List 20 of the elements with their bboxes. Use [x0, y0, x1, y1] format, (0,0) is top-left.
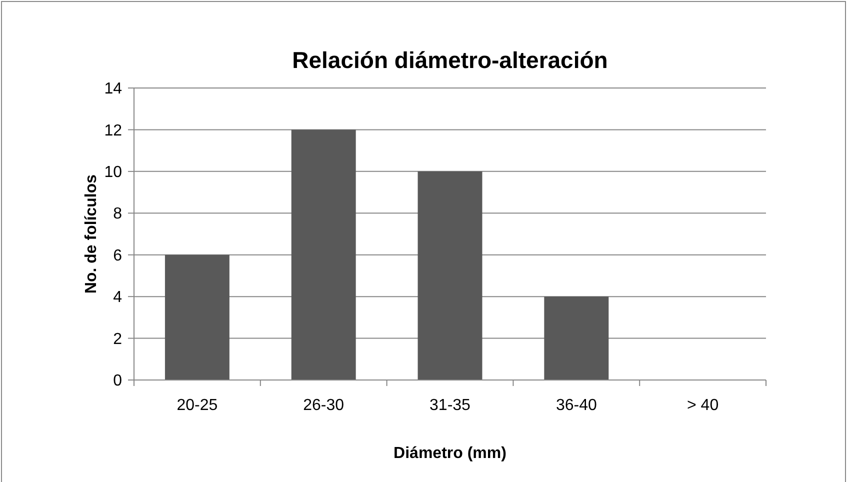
bar: [164, 254, 230, 380]
chart-title: Relación diámetro-alteración: [292, 47, 608, 73]
bar: [544, 296, 609, 380]
x-tick-label: 26-30: [303, 397, 344, 414]
y-tick-label: 2: [113, 330, 122, 348]
y-tick-label: 10: [104, 164, 122, 182]
y-tick-label: 8: [113, 206, 122, 223]
y-tick-label: 0: [113, 372, 122, 390]
x-tick-label: 31-35: [430, 397, 471, 414]
x-tick-label: > 40: [687, 397, 719, 414]
y-tick-label: 14: [104, 80, 122, 98]
y-tick-label: 4: [113, 289, 122, 306]
x-axis-title: Diámetro (mm): [394, 445, 506, 462]
x-tick-label: 36-40: [556, 397, 597, 414]
y-tick-label: 6: [113, 247, 122, 264]
y-axis-title: No. de folículos: [83, 174, 100, 294]
x-tick-label: 20-25: [176, 397, 218, 414]
y-tick-label: 12: [104, 122, 122, 140]
bar: [291, 130, 356, 380]
bar: [418, 171, 482, 380]
